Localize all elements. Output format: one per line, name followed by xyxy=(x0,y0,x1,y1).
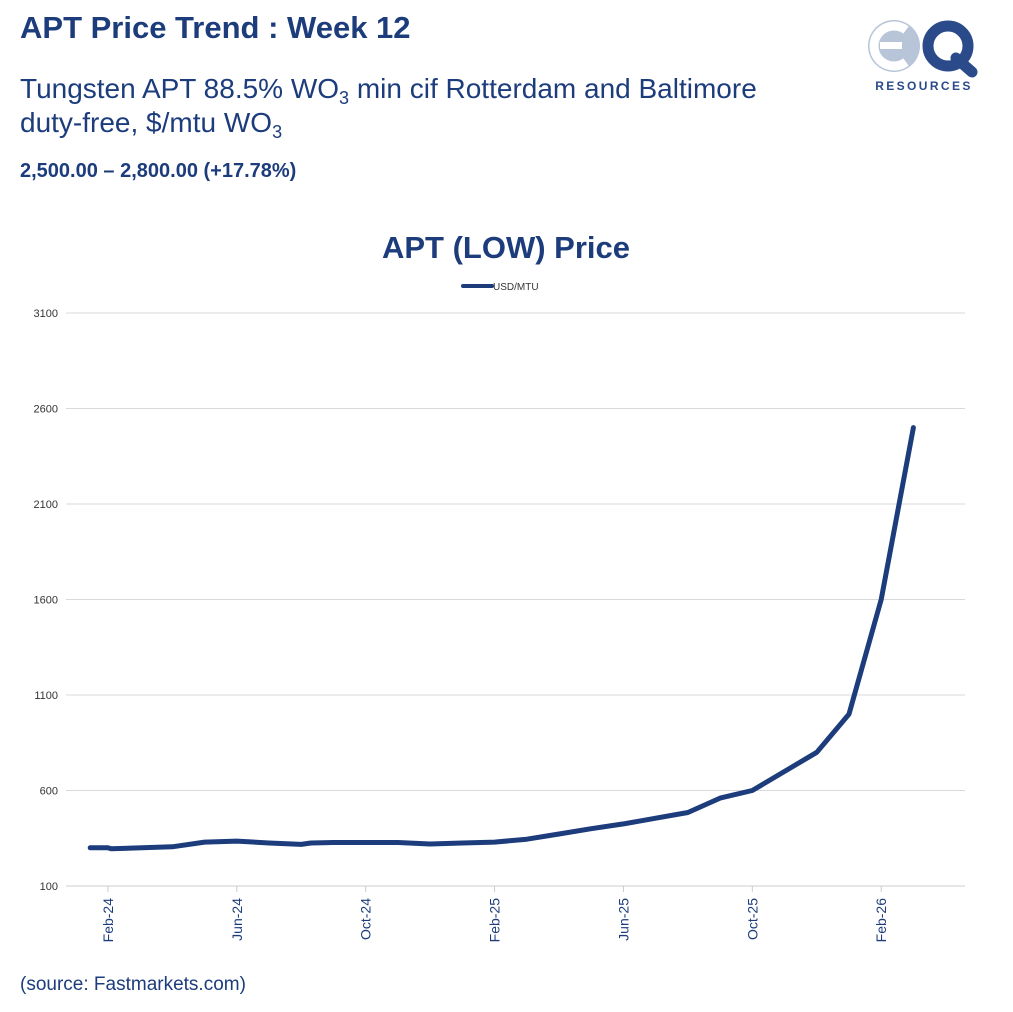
x-axis-ticks: Feb-24 Jun-24 Oct-24 Feb-25 Jun-25 Oct-25 Feb-… xyxy=(100,886,889,942)
x-tick-label-jun-25: Jun-25 xyxy=(615,898,631,941)
product-description: Tungsten APT 88.5% WO3 min cif Rotterdam… xyxy=(20,72,820,142)
subtitle-text-2: min cif Rotterdam and Baltimore duty-fre… xyxy=(20,73,757,138)
logo-text: RESOURCES xyxy=(875,79,973,93)
chart-legend: USD/MTU xyxy=(461,282,539,293)
legend-label: USD/MTU xyxy=(493,282,539,293)
x-tick-label-oct-24: Oct-24 xyxy=(358,898,374,940)
y-tick-label-3100: 3100 xyxy=(34,308,58,320)
logo-q-tail xyxy=(950,52,978,78)
logo-e-bar xyxy=(880,42,902,49)
y-tick-label-2600: 2600 xyxy=(34,404,58,416)
logo-e-shape xyxy=(869,21,909,71)
subtitle-subscript-1: 3 xyxy=(339,88,350,108)
y-tick-label-1100: 1100 xyxy=(34,690,58,702)
x-tick-label-feb-25: Feb-25 xyxy=(487,898,503,943)
page-title: APT Price Trend : Week 12 xyxy=(20,10,411,45)
x-tick-label-jun-24: Jun-24 xyxy=(229,898,245,941)
x-tick-label-oct-25: Oct-25 xyxy=(744,898,760,940)
source-note: (source: Fastmarkets.com) xyxy=(20,974,246,995)
eq-resources-logo-icon: eQ xyxy=(868,20,978,78)
y-tick-label-1600: 1600 xyxy=(34,595,58,607)
logo-q-ring xyxy=(922,20,974,72)
grid-lines xyxy=(66,312,965,791)
series-line-usd-mtu xyxy=(87,425,916,852)
subtitle-subscript-2: 3 xyxy=(272,122,283,142)
price-range: 2,500.00 – 2,800.00 (+17.78%) xyxy=(20,160,297,182)
y-tick-label-2100: 2100 xyxy=(34,499,58,511)
x-tick-label-feb-24: Feb-24 xyxy=(100,898,116,943)
y-axis-ticks: 100 600 1100 1600 2100 2600 3100 xyxy=(34,308,58,893)
y-tick-label-100: 100 xyxy=(40,881,58,893)
y-tick-label-600: 600 xyxy=(40,786,58,798)
price-chart: APT (LOW) Price USD/MTU 100 600 1100 1600 21… xyxy=(34,230,965,942)
subtitle-text-1: Tungsten APT 88.5% WO xyxy=(20,73,340,104)
x-tick-label-feb-26: Feb-26 xyxy=(873,898,889,943)
chart-title: APT (LOW) Price xyxy=(382,230,630,265)
